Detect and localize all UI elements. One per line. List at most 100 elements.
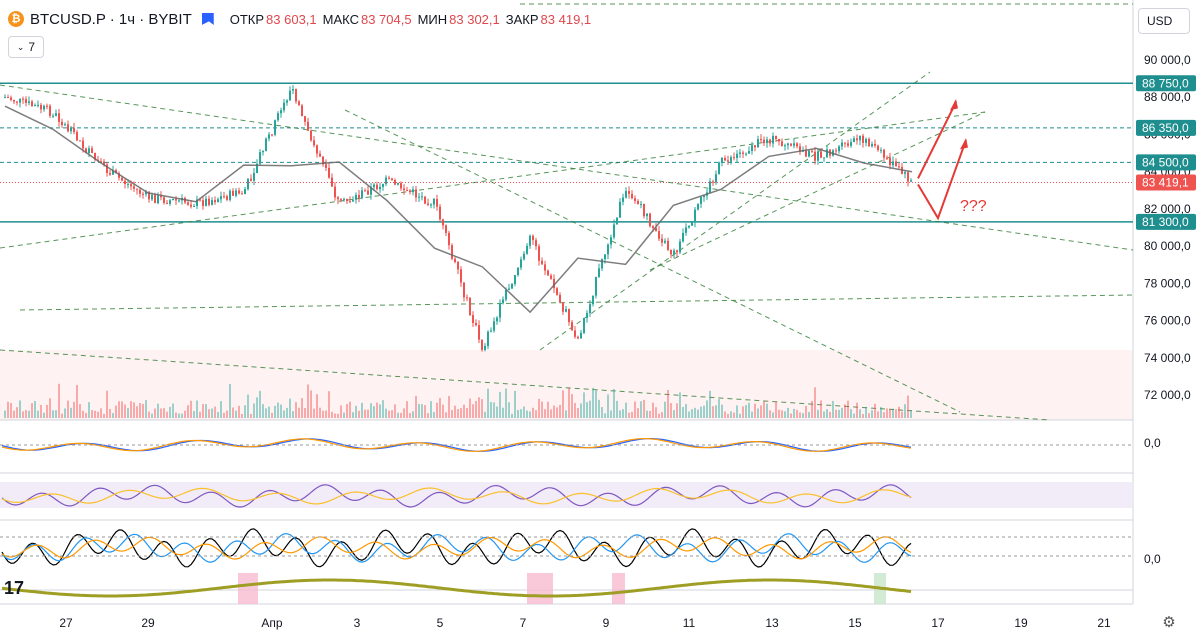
volume-bar — [34, 401, 36, 418]
volume-bar — [760, 405, 762, 418]
volume-bar — [514, 390, 516, 418]
candle-body — [775, 135, 777, 139]
candle-body — [334, 186, 336, 198]
candle-body — [907, 172, 909, 182]
candle-body — [178, 200, 180, 202]
candle-body — [589, 304, 591, 314]
price-label-badge — [1136, 119, 1196, 136]
volume-bar — [220, 401, 222, 418]
candle-body — [91, 148, 93, 153]
volume-bar — [553, 405, 555, 418]
volume-bar — [445, 412, 447, 418]
candle-body — [37, 104, 39, 106]
candle-body — [175, 198, 177, 201]
volume-bar — [481, 399, 483, 418]
candle-body — [31, 101, 33, 107]
moving-average-line — [4, 105, 913, 314]
gear-icon[interactable]: ⚙ — [1162, 614, 1176, 631]
volume-bar — [736, 405, 738, 418]
candle-body — [172, 198, 174, 201]
volume-bar — [193, 411, 195, 418]
candle-body — [514, 275, 516, 284]
volume-bar — [766, 403, 768, 418]
candle-body — [373, 184, 375, 188]
candle-body — [859, 135, 861, 141]
volume-bar — [7, 401, 9, 418]
volume-bar — [295, 402, 297, 418]
volume-bar — [826, 409, 828, 418]
candle-body — [727, 160, 729, 162]
volume-bar — [829, 411, 831, 418]
candle-body — [826, 149, 828, 158]
volume-bar — [214, 406, 216, 418]
indicators-toggle-button[interactable]: ⌄ 7 — [8, 36, 44, 58]
volume-bar — [325, 410, 327, 418]
volume-bar — [628, 412, 630, 418]
volume-bar — [637, 408, 639, 418]
candle-body — [82, 140, 84, 149]
volume-bar — [751, 411, 753, 418]
candle-body — [226, 196, 228, 200]
volume-bar — [640, 401, 642, 418]
volume-bar — [709, 390, 711, 418]
volume-bar — [100, 408, 102, 418]
candle-body — [544, 264, 546, 271]
candle-body — [220, 196, 222, 200]
candle-body — [148, 191, 150, 200]
volume-bar — [907, 395, 909, 418]
candle-body — [268, 134, 270, 139]
volume-bar — [394, 404, 396, 418]
candle-body — [76, 132, 78, 141]
flag-icon[interactable] — [201, 13, 214, 25]
volume-bar — [796, 409, 798, 418]
volume-bar — [4, 410, 6, 418]
volume-bar — [382, 400, 384, 418]
candle-body — [421, 196, 423, 198]
highlight-zone — [612, 573, 625, 604]
candle-body — [319, 153, 321, 157]
candle-body — [475, 322, 477, 326]
candle-body — [442, 219, 444, 226]
symbol-title[interactable]: BTCUSD.P · 1ч · BYBIT — [30, 10, 192, 28]
candle-body — [103, 161, 105, 165]
candle-body — [910, 180, 912, 182]
candle-body — [265, 138, 267, 151]
volume-bar — [769, 410, 771, 418]
candle-body — [394, 180, 396, 185]
candle-body — [748, 150, 750, 154]
time-tick-label: 21 — [1097, 616, 1111, 630]
volume-bar — [865, 406, 867, 418]
candle-body — [487, 331, 489, 346]
candle-body — [874, 144, 876, 146]
volume-bar — [904, 404, 906, 418]
volume-bar — [307, 384, 309, 418]
candle-body — [322, 156, 324, 165]
volume-bar — [667, 389, 669, 418]
candle-body — [382, 183, 384, 187]
volume-bar — [46, 404, 48, 418]
stoch-k-line — [1, 528, 912, 568]
volume-bar — [493, 402, 495, 418]
candle-body — [298, 101, 300, 106]
time-tick-label: Апр — [261, 616, 283, 630]
candle-body — [274, 120, 276, 135]
candle-body — [352, 199, 354, 202]
volume-bar — [853, 413, 855, 418]
candle-body — [463, 282, 465, 298]
forecast-arrow-zigzag — [917, 139, 967, 221]
currency-button[interactable]: USD — [1138, 8, 1190, 34]
volume-bar — [517, 409, 519, 418]
volume-bar — [874, 403, 876, 418]
volume-bar — [25, 410, 27, 418]
candle-body — [778, 138, 780, 142]
candle-body — [898, 166, 900, 168]
volume-bar — [271, 412, 273, 418]
volume-bar — [607, 394, 609, 418]
candle-body — [616, 217, 618, 225]
volume-bar — [544, 409, 546, 418]
candle-body — [769, 139, 771, 144]
annotation-text: ??? — [960, 198, 987, 215]
candle-body — [670, 249, 672, 255]
